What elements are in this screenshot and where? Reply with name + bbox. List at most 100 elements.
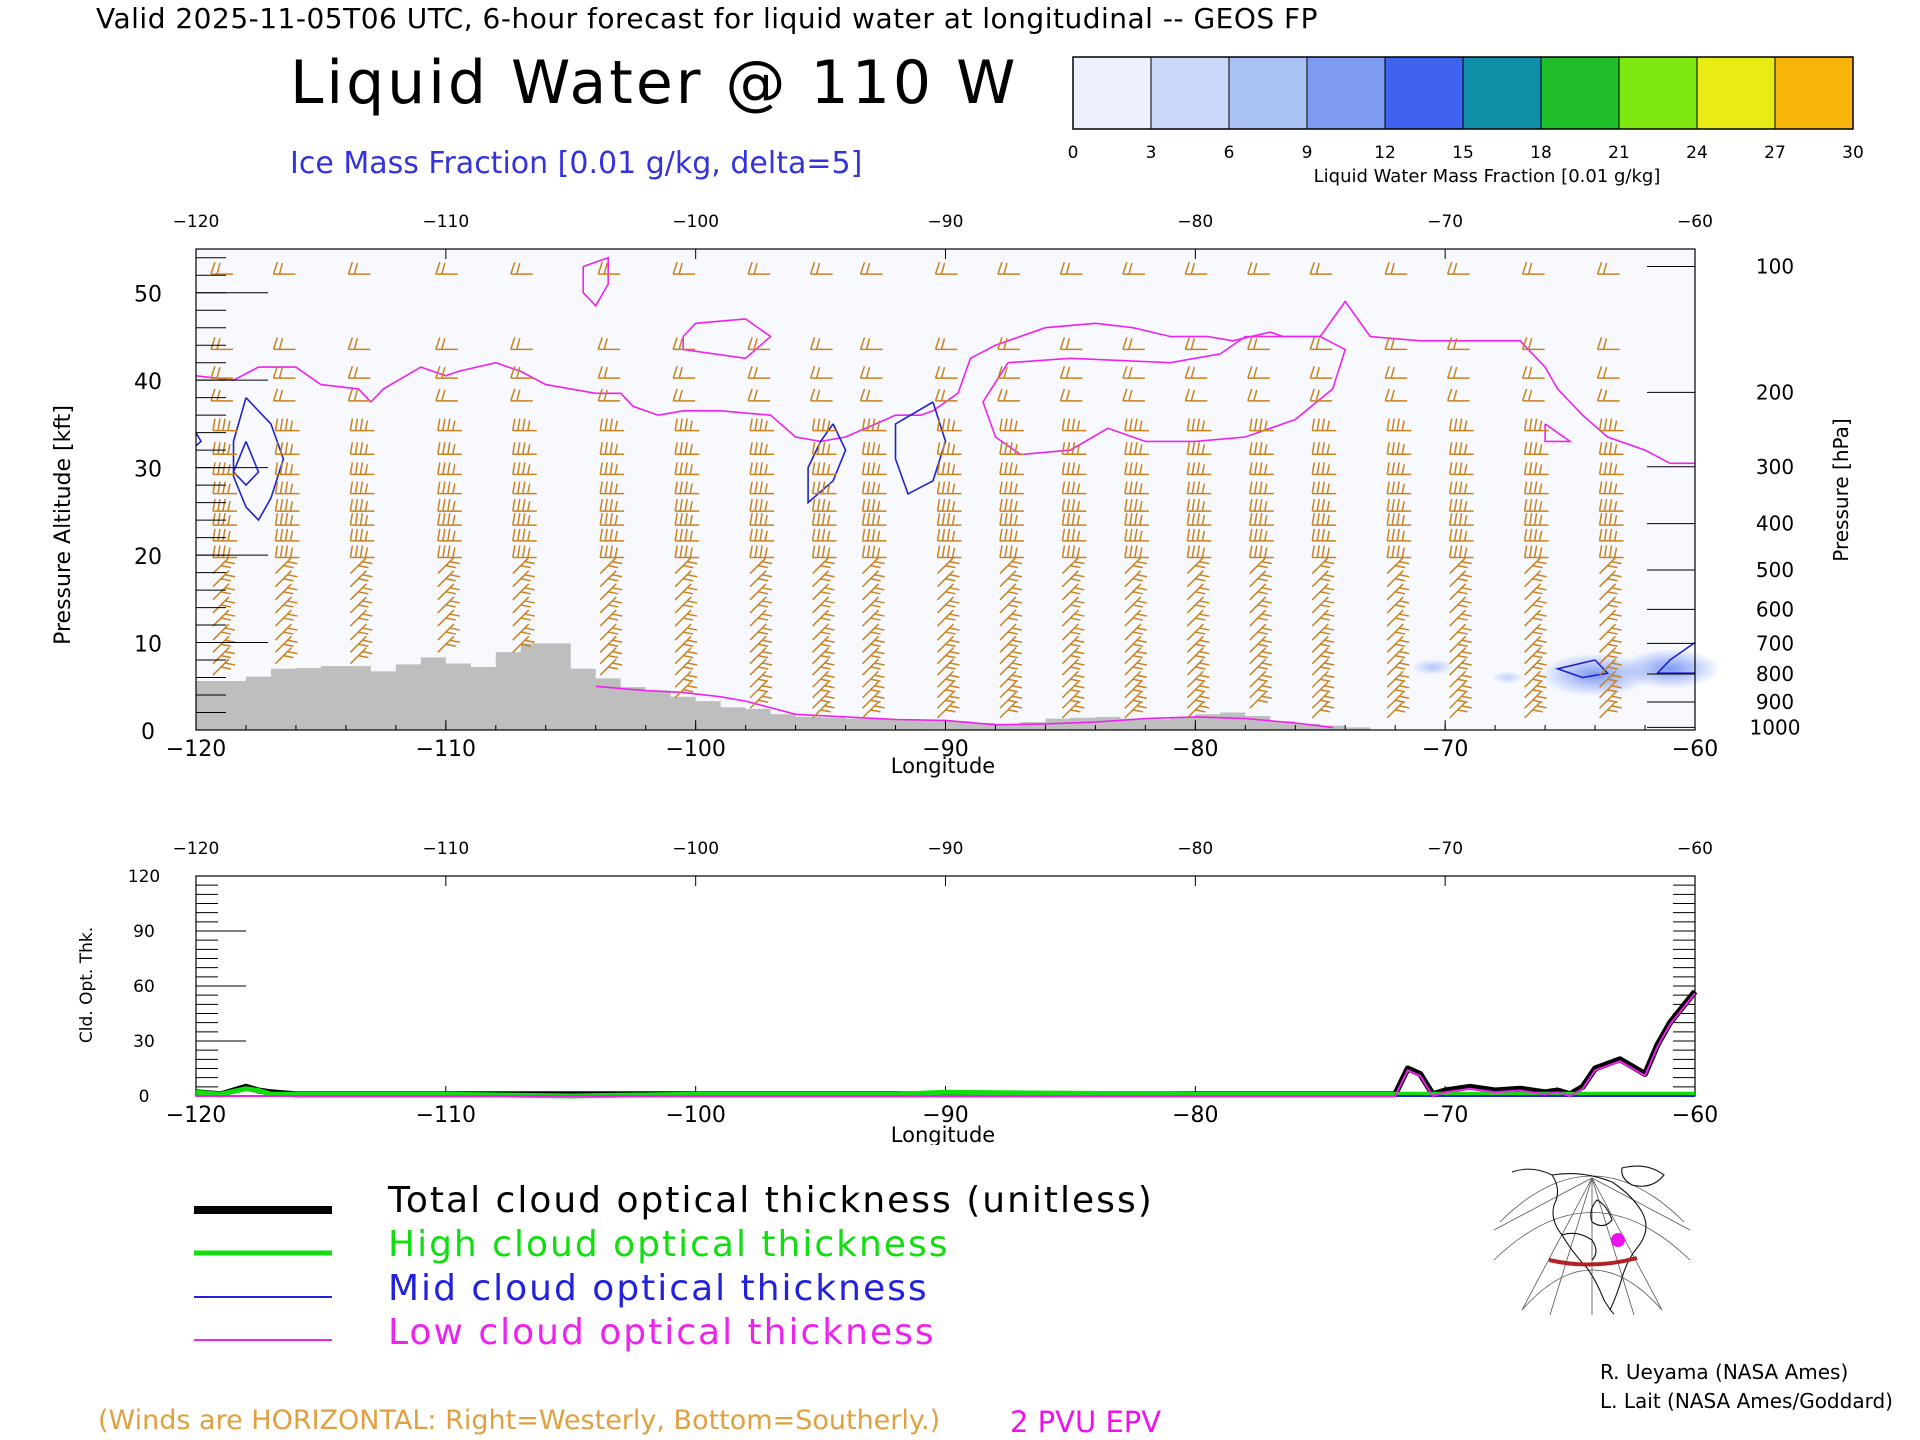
wind-barb (997, 337, 1020, 351)
epv-contour (582, 256, 609, 308)
wind-barb (1599, 557, 1622, 575)
cot-series-line (196, 992, 1696, 1097)
wind-barb (997, 261, 1020, 275)
y-axis-label: Pressure Altitude [kft] (51, 405, 76, 645)
wind-barb (437, 583, 460, 601)
colorbar-tick-label: 21 (1608, 143, 1630, 163)
wind-barb (437, 442, 462, 456)
pressure-tick-label: 200 (1756, 380, 1794, 404)
wind-barb (1186, 623, 1210, 641)
wind-barb (674, 498, 700, 512)
wind-barb (510, 337, 533, 351)
wind-barb (1124, 658, 1148, 676)
wind-barb (212, 462, 237, 476)
wind-barb (674, 528, 700, 542)
cot-x-tick-label: −70 (1422, 1103, 1468, 1128)
wind-barb (349, 442, 375, 456)
wind-barb (1386, 418, 1412, 432)
wind-barb (861, 442, 887, 456)
wind-barb (349, 545, 375, 559)
colorbar-label: Liquid Water Mass Fraction [0.01 g/kg] (1314, 166, 1661, 187)
wind-barb (809, 365, 833, 379)
wind-barb (936, 670, 960, 688)
wind-barb (859, 388, 883, 402)
wind-barb (597, 261, 621, 275)
wind-barb (1061, 691, 1085, 709)
wind-barb (1186, 462, 1212, 476)
wind-barb (811, 498, 837, 512)
wind-barb (1186, 498, 1212, 512)
wind-barb (812, 670, 835, 688)
cot-plot-area (195, 875, 1698, 1099)
wind-barb (1523, 545, 1549, 559)
wind-barb (674, 462, 700, 476)
wind-barb (1386, 691, 1410, 709)
wind-barb (749, 681, 773, 699)
wind-barb (212, 570, 236, 588)
ice-contour (1554, 659, 1610, 679)
wind-barb (1599, 596, 1622, 614)
wind-barb (936, 442, 962, 456)
cot-x-tick-label: −110 (416, 1103, 476, 1128)
wind-barb (999, 418, 1024, 432)
x-tick-label-top: −110 (422, 212, 469, 232)
wind-barb (811, 512, 837, 526)
wind-barb (274, 623, 298, 641)
wind-barb (212, 418, 237, 432)
wind-barb (1059, 337, 1083, 351)
wind-barb (1449, 623, 1472, 641)
pressure-tick-label: 900 (1756, 690, 1794, 714)
wind-barb (1061, 557, 1085, 575)
colorbar-tick-label: 0 (1068, 143, 1079, 163)
wind-barb (212, 512, 237, 526)
wind-barb (1124, 635, 1148, 653)
wind-barb (274, 418, 300, 432)
wind-barb (1061, 609, 1085, 627)
wind-barb (862, 670, 885, 688)
wind-barb (1311, 442, 1337, 456)
wind-barb (936, 545, 962, 559)
wind-barb (672, 365, 696, 379)
wind-barb (1386, 623, 1410, 641)
ice-contour (1655, 641, 1696, 674)
wind-barb (749, 596, 773, 614)
wind-barb (274, 635, 298, 653)
wind-barb (862, 609, 885, 627)
wind-barb (1449, 691, 1472, 709)
wind-barb (512, 557, 535, 575)
wind-barb (349, 570, 373, 588)
wind-barb (811, 442, 837, 456)
cot-x-tick-label: −90 (922, 1103, 968, 1128)
wind-barb (861, 545, 887, 559)
wind-barb (862, 583, 885, 601)
colorbar-cell (1462, 56, 1542, 130)
x-tick-label: −60 (1672, 737, 1718, 762)
wind-barb (1124, 623, 1148, 641)
wind-barb (1124, 691, 1148, 709)
map-coastlines (1511, 1165, 1665, 1315)
wind-barb (1124, 596, 1148, 614)
wind-barb (512, 528, 537, 542)
wind-barb (1523, 418, 1549, 432)
pressure-tick-label: 400 (1756, 512, 1794, 536)
wind-barb (811, 481, 837, 495)
wind-barb (749, 570, 773, 588)
wind-barb (1186, 609, 1210, 627)
wind-barb (1124, 442, 1149, 456)
credit-line: L. Lait (NASA Ames/Goddard) (1600, 1389, 1893, 1413)
wind-barb (1311, 635, 1335, 653)
wind-barb (1309, 261, 1333, 275)
wind-barb (1311, 691, 1335, 709)
wind-barb (1446, 388, 1470, 402)
colorbar-tick-label: 12 (1374, 143, 1396, 163)
ice-contour (894, 401, 947, 496)
wind-barb (1599, 681, 1622, 699)
wind-barb (859, 365, 883, 379)
wind-barb (1249, 481, 1274, 495)
wind-barb (1184, 365, 1208, 379)
wind-barb (1446, 337, 1470, 351)
wind-barb (1449, 658, 1472, 676)
wind-barb (749, 609, 773, 627)
wind-barb (599, 512, 625, 526)
legend-swatches (194, 1206, 332, 1341)
